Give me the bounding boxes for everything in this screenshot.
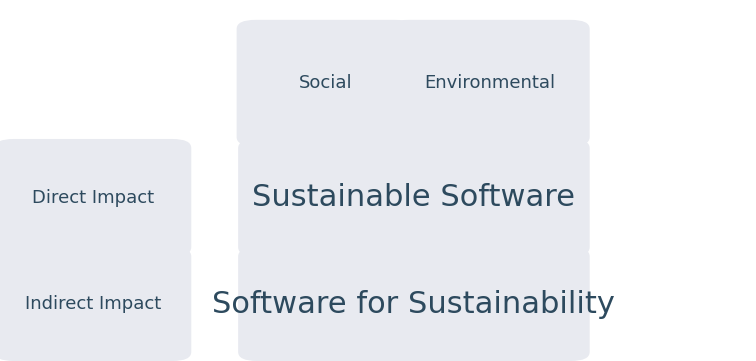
FancyBboxPatch shape — [0, 139, 191, 256]
FancyBboxPatch shape — [237, 20, 414, 146]
FancyBboxPatch shape — [0, 247, 191, 361]
Text: Direct Impact: Direct Impact — [32, 189, 154, 206]
Text: Indirect Impact: Indirect Impact — [25, 295, 161, 313]
Text: Sustainable Software: Sustainable Software — [253, 183, 575, 212]
FancyBboxPatch shape — [238, 139, 590, 256]
Text: Social: Social — [299, 74, 352, 92]
Text: Software for Sustainability: Software for Sustainability — [212, 290, 615, 319]
FancyBboxPatch shape — [389, 20, 590, 146]
Text: Environmental: Environmental — [424, 74, 555, 92]
FancyBboxPatch shape — [238, 247, 590, 361]
